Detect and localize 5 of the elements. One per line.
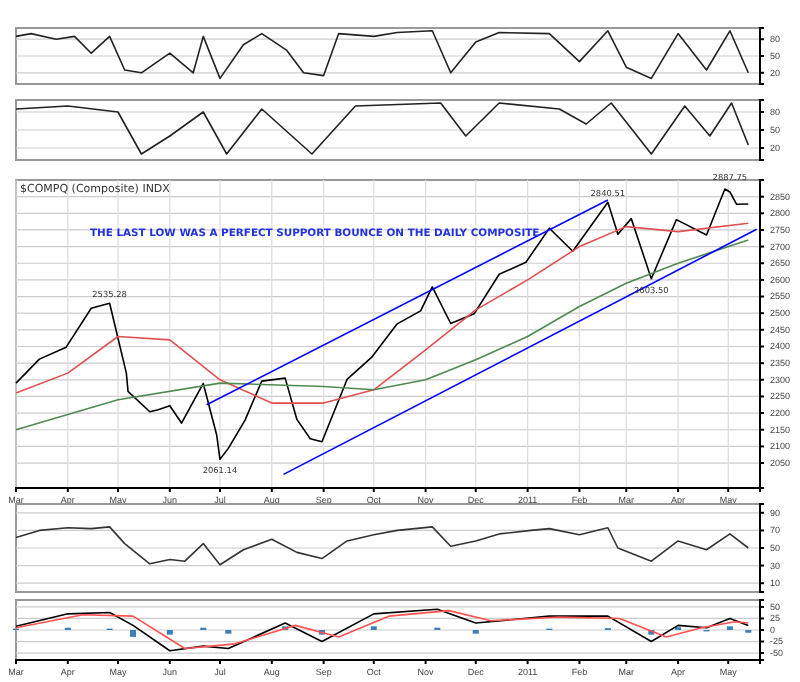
line-series: [15, 102, 750, 155]
line-series: [15, 239, 750, 431]
line-series: [15, 526, 750, 566]
line-series: [15, 222, 750, 404]
line-series: [15, 30, 750, 80]
